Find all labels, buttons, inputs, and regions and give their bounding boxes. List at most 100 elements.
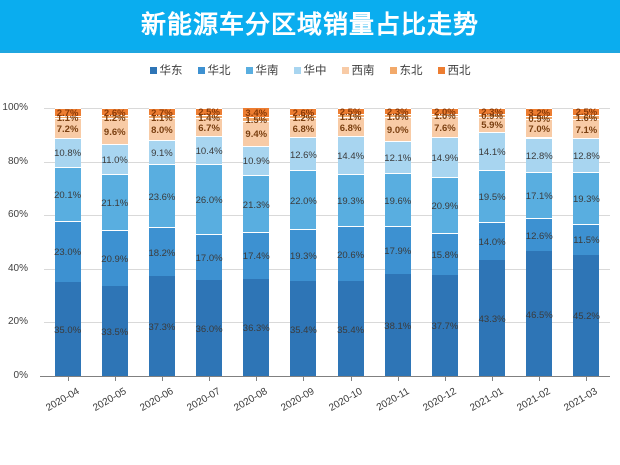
- bar-segment[interactable]: [431, 108, 458, 114]
- legend-item[interactable]: 东北: [389, 62, 423, 78]
- stacked-bar[interactable]: 46.5% 12.6% 17.1% 12.8% 7.0% 0.9% 3.2%: [526, 107, 553, 376]
- bar-segment[interactable]: [148, 276, 175, 376]
- bar-segment[interactable]: [573, 119, 600, 139]
- stacked-bar[interactable]: 45.2% 11.5% 19.3% 12.8% 7.1% 1.6% 2.5%: [573, 107, 600, 376]
- bar-segment[interactable]: [54, 220, 81, 283]
- bar-segment[interactable]: [101, 108, 128, 116]
- bar-segment[interactable]: [384, 273, 411, 376]
- bar-segment[interactable]: [243, 120, 270, 146]
- bar-segment[interactable]: [431, 274, 458, 376]
- bar-segment[interactable]: [243, 278, 270, 376]
- bar-segment[interactable]: [479, 170, 506, 223]
- bar-segment[interactable]: [431, 116, 458, 137]
- bar-segment[interactable]: [54, 108, 81, 116]
- bar-segment[interactable]: [573, 254, 600, 376]
- bar-segment[interactable]: [337, 174, 364, 226]
- bar-segment[interactable]: [337, 114, 364, 118]
- legend-item[interactable]: 西南: [341, 62, 375, 78]
- bar-segment[interactable]: [526, 137, 553, 172]
- bar-segment[interactable]: [290, 229, 317, 282]
- bar-segment[interactable]: [337, 117, 364, 136]
- bar-segment[interactable]: [526, 171, 553, 218]
- bar-segment[interactable]: [54, 282, 81, 376]
- bar-segment[interactable]: [196, 108, 223, 115]
- bar-segment[interactable]: [290, 115, 317, 119]
- bar-segment[interactable]: [148, 164, 175, 228]
- stacked-bar[interactable]: 33.5% 20.9% 21.1% 11.0% 9.6% 1.2% 2.6%: [101, 108, 128, 376]
- bar-segment[interactable]: [573, 114, 600, 119]
- bar-segment[interactable]: [526, 251, 553, 376]
- bar-segment[interactable]: [384, 116, 411, 141]
- stacked-bar[interactable]: 36.0% 17.0% 26.0% 10.4% 6.7% 1.4% 2.5%: [196, 107, 223, 376]
- bar-segment[interactable]: [479, 108, 506, 115]
- stacked-bar[interactable]: 37.3% 18.2% 23.6% 9.1% 8.0% 1.1% 2.7%: [148, 108, 175, 376]
- stacked-bar[interactable]: 37.7% 15.8% 20.9% 14.9% 7.6% 1.0% 2.0%: [431, 107, 458, 376]
- bar-segment[interactable]: [526, 107, 553, 117]
- bar-segment[interactable]: [337, 225, 364, 282]
- bar-segment[interactable]: [290, 281, 317, 376]
- bar-segment[interactable]: [148, 118, 175, 140]
- legend-item[interactable]: 华南: [245, 62, 279, 78]
- bar-segment[interactable]: [431, 113, 458, 117]
- bar-segment[interactable]: [196, 164, 223, 234]
- bar-segment[interactable]: [196, 118, 223, 137]
- bar-segment[interactable]: [101, 144, 128, 174]
- bar-segment[interactable]: [526, 118, 553, 138]
- bar-segment[interactable]: [196, 233, 223, 280]
- stacked-bar[interactable]: 38.1% 17.9% 19.6% 12.1% 9.0% 1.0% 2.3%: [384, 107, 411, 376]
- bar-segment[interactable]: [337, 281, 364, 376]
- bar-segment[interactable]: [54, 137, 81, 167]
- bar-segment[interactable]: [196, 279, 223, 376]
- bar-segment[interactable]: [479, 132, 506, 171]
- bar-segment[interactable]: [526, 217, 553, 252]
- bar-segment[interactable]: [101, 173, 128, 231]
- legend-item[interactable]: 西北: [437, 62, 471, 78]
- bar-segment[interactable]: [243, 116, 270, 121]
- bar-segment[interactable]: [54, 166, 81, 221]
- bar-segment[interactable]: [101, 118, 128, 145]
- bar-segment[interactable]: [101, 230, 128, 287]
- stacked-bar[interactable]: 43.3% 14.0% 19.5% 14.1% 5.9% 0.9% 2.3%: [479, 107, 506, 376]
- bar-segment[interactable]: [573, 224, 600, 255]
- bar-segment[interactable]: [479, 259, 506, 376]
- bar-segment[interactable]: [384, 108, 411, 115]
- stacked-bar[interactable]: 35.4% 20.6% 19.3% 14.4% 6.8% 1.1% 2.5%: [337, 107, 364, 376]
- bar-segment[interactable]: [337, 107, 364, 115]
- bar-segment[interactable]: [101, 286, 128, 376]
- bar-segment[interactable]: [290, 118, 317, 137]
- bar-segment[interactable]: [54, 118, 81, 138]
- bar-segment[interactable]: [148, 227, 175, 277]
- bar-segment[interactable]: [431, 176, 458, 233]
- bar-segment[interactable]: [479, 116, 506, 133]
- bar-segment[interactable]: [148, 108, 175, 116]
- bar-segment[interactable]: [384, 173, 411, 226]
- bar-segment[interactable]: [148, 115, 175, 119]
- bar-segment[interactable]: [384, 114, 411, 117]
- bar-segment[interactable]: [290, 108, 317, 116]
- bar-segment[interactable]: [384, 225, 411, 274]
- bar-segment[interactable]: [526, 116, 553, 119]
- bar-segment[interactable]: [573, 108, 600, 115]
- bar-segment[interactable]: [196, 114, 223, 119]
- bar-segment[interactable]: [101, 115, 128, 119]
- bar-segment[interactable]: [573, 172, 600, 225]
- bar-segment[interactable]: [479, 222, 506, 260]
- bar-segment[interactable]: [148, 139, 175, 165]
- bar-segment[interactable]: [54, 115, 81, 119]
- bar-segment[interactable]: [243, 175, 270, 233]
- bar-segment[interactable]: [243, 145, 270, 175]
- bar-segment[interactable]: [384, 140, 411, 174]
- stacked-bar[interactable]: 35.0% 23.0% 20.1% 10.8% 7.2% 1.1% 2.7%: [54, 108, 81, 376]
- legend-item[interactable]: 华中: [293, 62, 327, 78]
- bar-segment[interactable]: [431, 136, 458, 177]
- bar-segment[interactable]: [243, 232, 270, 279]
- bar-segment[interactable]: [290, 136, 317, 171]
- bar-segment[interactable]: [337, 135, 364, 175]
- bar-segment[interactable]: [431, 232, 458, 275]
- stacked-bar[interactable]: 35.4% 19.3% 22.0% 12.6% 6.8% 1.2% 2.6%: [290, 108, 317, 376]
- bar-segment[interactable]: [573, 138, 600, 173]
- bar-segment[interactable]: [290, 170, 317, 230]
- bar-segment[interactable]: [196, 136, 223, 165]
- stacked-bar[interactable]: 36.3% 17.4% 21.3% 10.9% 9.4% 1.5% 3.4%: [243, 107, 270, 376]
- legend-item[interactable]: 华东: [149, 62, 183, 78]
